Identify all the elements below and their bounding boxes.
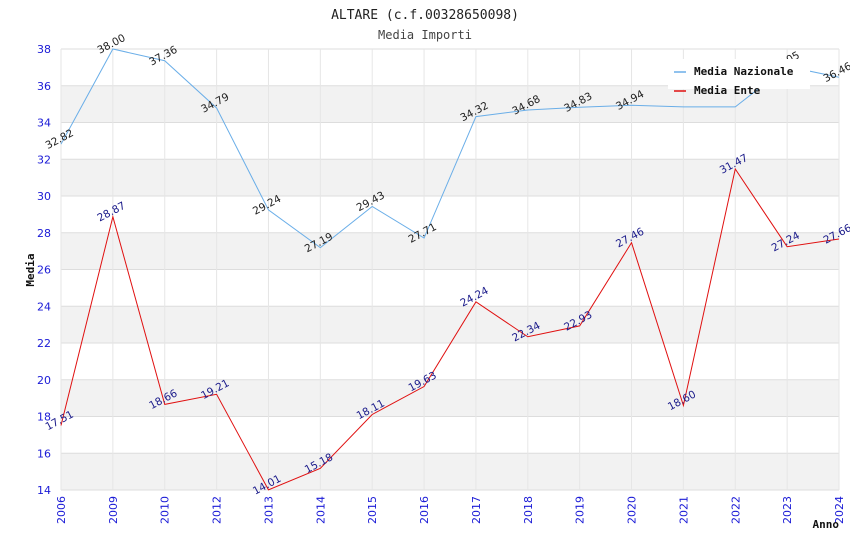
x-axis-label: Anno	[813, 518, 840, 531]
plot-band	[61, 416, 839, 454]
y-tick-label: 32	[37, 153, 51, 166]
plot-band	[61, 269, 839, 307]
x-tick-label: 2009	[107, 496, 120, 524]
plot-band	[61, 453, 839, 490]
chart-subtitle: Media Importi	[378, 28, 472, 42]
y-tick-label: 18	[37, 411, 51, 424]
plot-band	[61, 232, 839, 270]
plot-band	[61, 343, 839, 380]
x-tick-label: 2021	[677, 496, 690, 524]
legend-entry-media-ente: Media Ente	[694, 84, 761, 97]
y-tick-label: 34	[37, 117, 51, 130]
plot-band	[61, 85, 839, 123]
x-tick-label: 2024	[833, 496, 846, 524]
series-line-media-ente	[60, 167, 840, 491]
x-tick-label: 2019	[574, 496, 587, 524]
gridlines	[60, 48, 840, 491]
x-tick-label: 2013	[262, 496, 275, 524]
x-tick-label: 2010	[159, 496, 172, 524]
x-tick-label: 2015	[366, 496, 379, 524]
x-tick-label: 2018	[522, 496, 535, 524]
x-axis-ticks: 2006 2009 2010 2012 2013 2014 2015 2016 2017 2018…	[55, 496, 846, 524]
x-tick-label: 2006	[55, 496, 68, 524]
chart-title: ALTARE (c.f.00328650098)	[331, 8, 519, 23]
x-tick-label: 2016	[418, 496, 431, 524]
legend: Media Nazionale Media Ente	[668, 59, 810, 97]
x-tick-label: 2014	[314, 496, 327, 524]
y-tick-label: 28	[37, 227, 51, 240]
series-lines	[60, 48, 840, 491]
plot-band	[61, 306, 839, 343]
y-tick-label: 14	[37, 484, 51, 497]
series-line-media-nazionale	[60, 48, 840, 249]
x-tick-label: 2023	[781, 496, 794, 524]
y-tick-label: 16	[37, 447, 51, 460]
legend-entry-media-nazionale: Media Nazionale	[694, 65, 794, 78]
x-tick-label: 2020	[626, 496, 639, 524]
plot-band	[61, 196, 839, 233]
y-tick-label: 30	[37, 190, 51, 203]
y-tick-label: 22	[37, 337, 51, 350]
x-tick-label: 2012	[211, 496, 224, 524]
y-tick-label: 20	[37, 374, 51, 387]
y-tick-label: 26	[37, 264, 51, 277]
plot-band	[61, 379, 839, 417]
y-tick-label: 36	[37, 80, 51, 93]
x-tick-label: 2022	[729, 496, 742, 524]
y-tick-label: 24	[37, 300, 51, 313]
y-axis-label: Media	[24, 253, 37, 286]
legend-box	[668, 59, 810, 89]
y-tick-label: 38	[37, 43, 51, 56]
y-axis-ticks: 14 16 18 20 22 24 26 28 30 32 34 36 38	[37, 43, 51, 497]
plot-band	[61, 122, 839, 160]
x-tick-label: 2017	[470, 496, 483, 524]
